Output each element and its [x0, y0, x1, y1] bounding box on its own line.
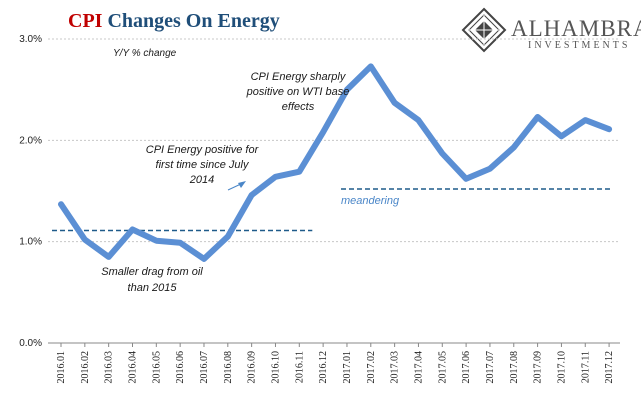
logo-name: ALHAMBRA: [511, 16, 641, 41]
x-tick-label: 2017.03: [390, 351, 401, 384]
annotation-drag-line1: Smaller drag from oil: [101, 266, 203, 278]
grid-lines: [48, 38, 620, 344]
x-tick-label: 2017.05: [437, 351, 448, 384]
x-tick-label: 2016.02: [80, 351, 91, 384]
x-tick-label: 2017.08: [509, 351, 520, 384]
x-tick-label: 2016.09: [247, 351, 258, 384]
x-tick-label: 2016.10: [270, 351, 281, 384]
y-tick-label: 0.0%: [19, 338, 42, 349]
annotation-positive: CPI Energy positive for first time since…: [146, 144, 260, 191]
x-tick-label: 2016.12: [318, 351, 329, 384]
annotation-drag: Smaller drag from oil than 2015: [101, 266, 203, 294]
x-tick-label: 2016.04: [127, 351, 138, 384]
chart-subtitle: Y/Y % change: [113, 48, 177, 59]
x-tick-label: 2017.09: [533, 351, 544, 384]
annotation-wti-line2: positive on WTI base: [246, 86, 350, 98]
annotation-arrow-icon: [227, 181, 246, 191]
y-tick-label: 2.0%: [19, 135, 42, 146]
annotation-wti-line3: effects: [282, 101, 315, 113]
x-tick-label: 2017.11: [580, 351, 591, 383]
chart-title: CPI Changes On Energy: [68, 10, 280, 32]
y-tick-label: 3.0%: [19, 34, 42, 45]
logo-tagline: INVESTMENTS: [528, 40, 630, 51]
logo-diamond-icon: [461, 7, 507, 53]
annotation-drag-line2: than 2015: [128, 282, 178, 294]
annotation-positive-line3: 2014: [189, 174, 214, 186]
x-tick-label: 2017.12: [604, 351, 615, 384]
x-tick-label: 2016.06: [175, 351, 186, 384]
annotation-wti-line1: CPI Energy sharply: [251, 71, 347, 83]
chart-title-part2: Changes On Energy: [102, 10, 279, 32]
x-tick-label: 2017.02: [366, 351, 377, 384]
x-tick-label: 2016.11: [294, 351, 305, 383]
x-tick-label: 2017.07: [485, 351, 496, 384]
alhambra-logo: ALHAMBRA INVESTMENTS: [461, 7, 641, 53]
series-line: [58, 63, 613, 262]
x-tick-label: 2017.04: [413, 351, 424, 384]
x-tick-label: 2016.08: [223, 351, 234, 384]
x-tick-label: 2016.03: [104, 351, 115, 384]
x-tick-label: 2016.01: [56, 351, 67, 384]
x-tick-label: 2017.01: [342, 351, 353, 384]
x-tick-label: 2017.10: [556, 351, 567, 384]
annotation-positive-line2: first time since July: [156, 159, 250, 171]
x-tick-label: 2016.07: [199, 351, 210, 384]
annotation-positive-line1: CPI Energy positive for: [146, 144, 260, 156]
annotation-meandering: meandering: [341, 195, 400, 207]
x-tick-label: 2016.05: [151, 351, 162, 384]
reference-lines: [52, 188, 613, 232]
chart-title-part1: CPI: [68, 10, 103, 32]
x-tick-label: 2017.06: [461, 351, 472, 384]
x-axis: 2016.01 2016.02 2016.03 2016.04 2016.05 2016.…: [56, 343, 615, 384]
annotation-wti: CPI Energy sharply positive on WTI base …: [246, 71, 350, 113]
series-group: [58, 63, 613, 262]
y-tick-label: 1.0%: [19, 237, 42, 248]
y-axis-ticks: 0.0% 1.0% 2.0% 3.0%: [19, 34, 42, 349]
